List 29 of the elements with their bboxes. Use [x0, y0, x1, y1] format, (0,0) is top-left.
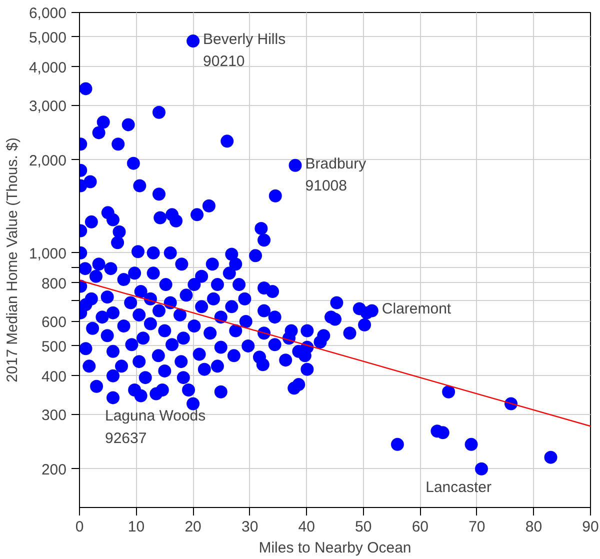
y-tick-label: 300 — [41, 406, 67, 424]
y-tick-label: 2,000 — [28, 152, 67, 170]
y-tick-label: 5,000 — [28, 29, 67, 46]
y-tick-label: 3,000 — [28, 98, 67, 116]
x-tick-label: 50 — [355, 518, 372, 536]
annotation: Beverly Hills 90210 — [203, 31, 286, 70]
y-tick-label: 1,000 — [28, 245, 67, 262]
y-tick-label: 400 — [41, 368, 67, 386]
x-axis-title: Miles to Nearby Ocean — [258, 540, 412, 556]
y-tick-label: 4,000 — [28, 59, 67, 76]
x-tick-label: 20 — [184, 518, 202, 536]
y-tick-label: 6,000 — [28, 5, 67, 22]
y-tick-label: 500 — [41, 338, 67, 356]
x-tick-label: 60 — [412, 518, 429, 536]
x-tick-label: 40 — [298, 518, 315, 536]
x-tick-label: 30 — [241, 518, 258, 536]
y-tick-label: 200 — [41, 461, 67, 478]
annotation: Lancaster — [426, 478, 492, 496]
x-tick-label: 70 — [468, 518, 486, 536]
y-axis-title: 2017 Median Home Value (Thous. $) — [4, 138, 21, 382]
annotation: Bradbury 91008 — [305, 155, 367, 194]
x-tick-label: 10 — [128, 518, 145, 536]
annotation: Laguna Woods 92637 — [105, 408, 206, 447]
x-tick-label: 80 — [525, 518, 542, 536]
x-tick-label: 90 — [582, 518, 599, 536]
x-tick-label: 0 — [75, 518, 84, 536]
y-tick-label: 600 — [41, 314, 67, 331]
y-tick-label: 800 — [41, 275, 67, 292]
annotation: Claremont — [382, 300, 452, 318]
